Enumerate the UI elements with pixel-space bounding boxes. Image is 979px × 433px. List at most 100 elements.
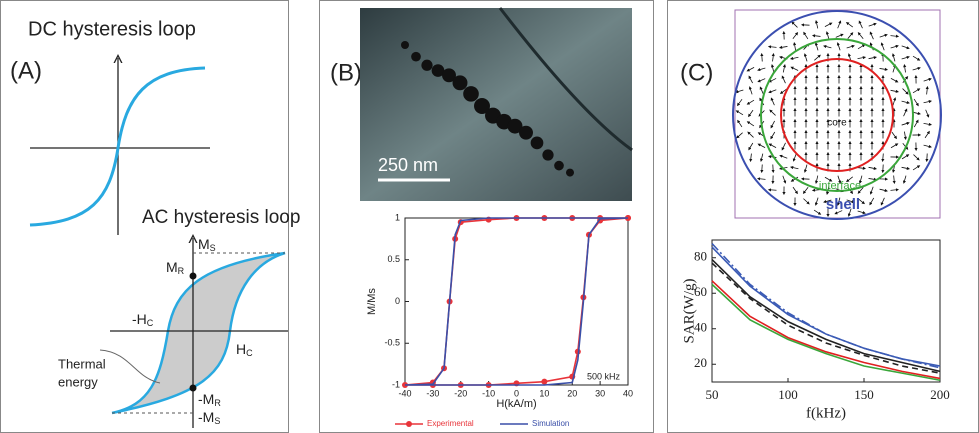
x-tick-label: -20 — [454, 388, 467, 398]
spin-arrow — [868, 166, 877, 170]
plot-frame — [711, 239, 941, 383]
spin-arrow — [901, 45, 910, 50]
y-tick-label: 80 — [694, 249, 707, 264]
spin-arrow — [912, 165, 921, 171]
spin-arrow — [858, 198, 865, 205]
spin-arrow — [836, 197, 841, 206]
spin-arrow — [913, 154, 920, 161]
spin-arrow — [901, 154, 910, 160]
spin-arrow — [736, 98, 743, 107]
spin-arrow — [759, 86, 764, 95]
label-neg-mr: -MR — [198, 391, 221, 409]
spin-arrow — [858, 20, 863, 29]
chart: -40 -30 -20 -10 0 10 20 30 40 -1 -0.5 0 0.5 1 H(kA/m) M… — [366, 212, 633, 428]
particle — [554, 160, 564, 171]
spin-arrow — [768, 78, 777, 83]
spin-arrow — [925, 109, 930, 118]
spin-arrow — [869, 197, 875, 206]
spin-arrow — [868, 56, 878, 60]
spin-arrow — [912, 66, 921, 71]
scale-label: 250 nm — [378, 155, 438, 175]
spin-arrow — [847, 208, 852, 217]
spin-arrow — [923, 100, 932, 104]
spin-arrow — [857, 44, 866, 50]
shell-label: shell — [826, 196, 860, 213]
series-line — [711, 246, 941, 367]
spin-arrow — [748, 109, 754, 118]
spin-arrow — [913, 98, 919, 107]
spin-arrow — [891, 131, 897, 140]
interface-circle — [760, 38, 914, 192]
spin-arrow — [790, 56, 799, 60]
spin-arrow — [793, 41, 797, 51]
core-label: core — [827, 118, 847, 129]
x-axis-label: H(kA/m) — [496, 398, 536, 410]
spin-arrow — [890, 34, 900, 38]
spin-arrow — [757, 78, 766, 83]
spin-arrow — [779, 154, 788, 159]
spin-arrow — [824, 22, 833, 27]
spin-arrow — [735, 110, 744, 116]
label-ms: MS — [198, 236, 216, 254]
spin-arrow — [901, 100, 910, 105]
panel-frame — [667, 0, 979, 433]
spin-arrow — [834, 210, 843, 215]
spin-arrow — [881, 153, 885, 163]
spin-arrow — [901, 55, 910, 60]
spin-arrow — [901, 166, 910, 170]
spin-arrow — [760, 52, 764, 62]
spin-arrow — [746, 67, 755, 72]
x-axis-label: f(kHz) — [806, 405, 846, 421]
spin-arrow — [880, 197, 885, 206]
spin-arrow — [869, 186, 874, 195]
spin-arrow — [868, 22, 877, 27]
x-tick-label: 40 — [623, 388, 633, 398]
particle — [421, 59, 433, 71]
series-line — [711, 283, 941, 382]
spin-arrow — [815, 20, 819, 29]
label-neg-hc: -HC — [132, 311, 154, 329]
spin-arrow — [913, 119, 919, 128]
spin-arrow — [781, 142, 786, 151]
y-tick-label: 0.5 — [387, 254, 400, 264]
spin-arrow — [880, 42, 885, 51]
point — [189, 384, 197, 392]
spin-arrow — [890, 143, 899, 149]
spin-arrow — [903, 108, 908, 117]
x-tick-label: 0 — [514, 388, 519, 398]
ac-loop — [111, 251, 286, 415]
y-tick-label: -0.5 — [384, 338, 400, 348]
dc-curve — [29, 66, 206, 227]
particle — [411, 51, 421, 62]
particle — [442, 68, 456, 83]
x-tick-label: -40 — [398, 388, 411, 398]
core-circle — [780, 58, 894, 172]
spin-arrow — [925, 85, 929, 95]
spin-arrow — [902, 175, 907, 184]
spin-arrow — [846, 44, 855, 49]
label-sub: C — [246, 348, 253, 358]
spin-arrow — [891, 53, 896, 62]
spin-arrow — [770, 97, 775, 106]
spin-arrow — [746, 99, 755, 105]
spin-arrow — [782, 175, 787, 184]
panel-a: DC hysteresis loop (A) AC hysteresis loo… — [10, 18, 300, 428]
spin-arrow — [792, 31, 799, 40]
y-tick-label: 1 — [395, 212, 400, 222]
spin-arrow — [811, 34, 821, 38]
spin-arrow — [923, 144, 932, 149]
spin-arrow — [836, 42, 841, 51]
spin-arrow — [760, 164, 764, 174]
particle — [542, 149, 554, 161]
label-sub: S — [214, 416, 220, 426]
label-sub: R — [214, 398, 221, 408]
particle — [431, 64, 445, 77]
label-main: M — [166, 259, 178, 275]
thermal-label: energy — [58, 374, 98, 389]
spin-arrow — [923, 122, 933, 126]
y-axis-label: M/Ms — [366, 288, 378, 315]
series-line — [711, 258, 941, 373]
panel-b: (B) 250 nm — [330, 7, 633, 201]
x-tick-label: 100 — [778, 387, 798, 402]
label-hc: HC — [236, 341, 253, 359]
